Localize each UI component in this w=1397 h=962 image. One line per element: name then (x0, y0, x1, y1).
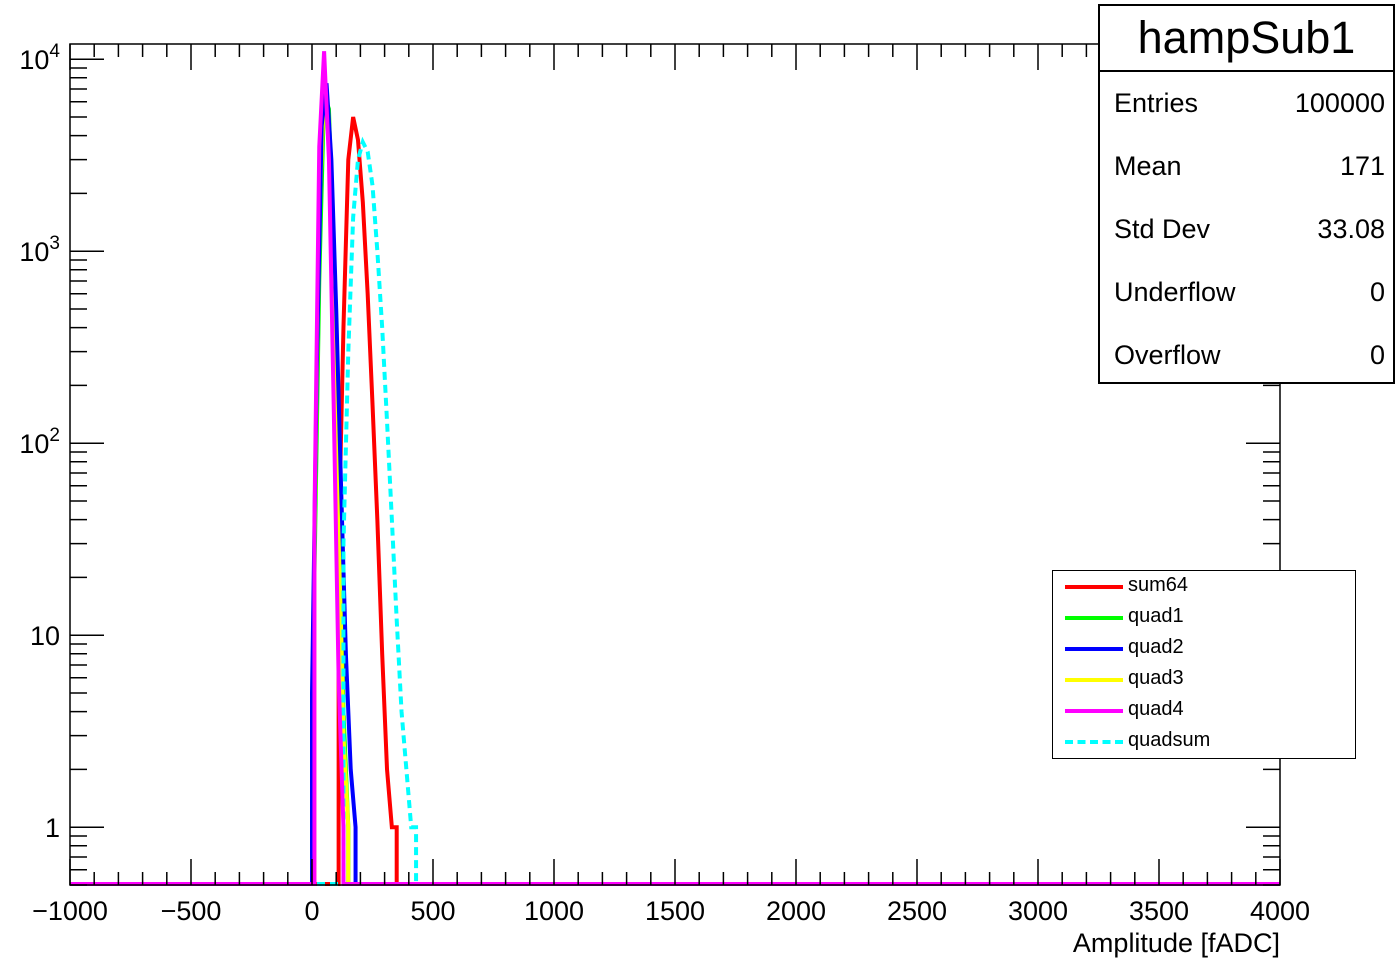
legend: sum64 quad1 quad2 quad3 quad4 quadsum (1052, 570, 1356, 759)
legend-swatch (1065, 647, 1123, 651)
legend-label: quad4 (1128, 698, 1184, 720)
series-line-sum64 (70, 116, 1280, 886)
x-tick-label: 2500 (887, 896, 947, 926)
y-tick-label: 102 (19, 425, 60, 459)
y-tick-label: 10 (30, 621, 60, 651)
stats-row-stddev: Std Dev 33.08 (1100, 198, 1393, 261)
stats-value: 33.08 (1317, 214, 1385, 244)
stats-box: hampSub1 Entries 100000 Mean 171 Std Dev… (1098, 4, 1395, 384)
stats-label: Underflow (1114, 277, 1236, 307)
x-axis-label: Amplitude [fADC] (1073, 928, 1280, 958)
legend-item-quad3: quad3 (1053, 664, 1355, 695)
x-tick-label: 1500 (645, 896, 705, 926)
legend-item-quad2: quad2 (1053, 633, 1355, 664)
stats-row-entries: Entries 100000 (1100, 72, 1393, 135)
y-tick-label: 103 (19, 233, 60, 267)
x-tick-label: 3500 (1129, 896, 1189, 926)
legend-swatch (1065, 616, 1123, 620)
legend-item-quadsum: quadsum (1053, 726, 1355, 757)
legend-swatch (1065, 585, 1123, 589)
series-line-quadsum (70, 136, 1280, 886)
legend-label: quad2 (1128, 636, 1184, 658)
x-tick-label: −1000 (32, 896, 108, 926)
stats-value: 171 (1339, 151, 1385, 181)
stats-label: Entries (1114, 88, 1199, 118)
series-layer (70, 51, 1280, 886)
x-tick-label: 3000 (1008, 896, 1068, 926)
legend-swatch (1065, 740, 1123, 744)
stats-label: Overflow (1114, 340, 1221, 370)
stats-title: hampSub1 (1100, 6, 1393, 72)
x-tick-label: 500 (410, 896, 455, 926)
series-line-quad4 (70, 51, 1280, 886)
stats-value: 0 (1369, 277, 1385, 307)
legend-swatch (1065, 709, 1123, 713)
y-tick-label: 1 (45, 813, 60, 843)
x-tick-label: −500 (161, 896, 222, 926)
stats-value: 100000 (1294, 88, 1385, 118)
stats-label: Mean (1114, 151, 1182, 181)
legend-label: sum64 (1128, 574, 1189, 596)
x-tick-label: 0 (304, 896, 319, 926)
stats-label: Std Dev (1114, 214, 1211, 244)
legend-item-quad4: quad4 (1053, 695, 1355, 726)
x-tick-label: 1000 (524, 896, 584, 926)
legend-label: quad1 (1128, 605, 1184, 627)
stats-row-underflow: Underflow 0 (1100, 261, 1393, 324)
x-tick-label: 4000 (1250, 896, 1310, 926)
legend-item-sum64: sum64 (1053, 571, 1355, 602)
x-tick-label: 2000 (766, 896, 826, 926)
legend-swatch (1065, 678, 1123, 682)
legend-label: quad3 (1128, 667, 1184, 689)
y-tick-label: 104 (19, 41, 60, 75)
stats-row-overflow: Overflow 0 (1100, 324, 1393, 387)
legend-item-quad1: quad1 (1053, 602, 1355, 633)
x-axis: −1000 −500 0 500 1000 1500 2000 2500 3000 3500 400… (32, 44, 1310, 926)
stats-value: 0 (1369, 340, 1385, 370)
stats-row-mean: Mean 171 (1100, 135, 1393, 198)
legend-label: quadsum (1128, 729, 1211, 751)
